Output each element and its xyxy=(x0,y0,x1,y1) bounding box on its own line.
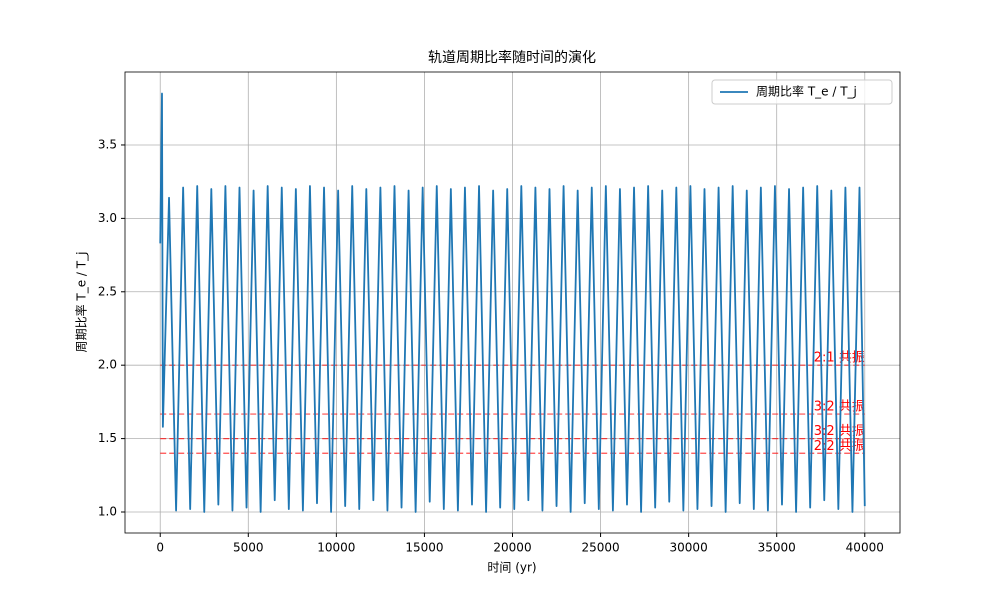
x-tick-label: 40000 xyxy=(846,541,884,555)
y-tick-label: 1.0 xyxy=(98,505,117,519)
resonance-label: 2:1 共振 xyxy=(814,351,865,366)
x-tick-label: 25000 xyxy=(581,541,619,555)
x-tick-label: 10000 xyxy=(317,541,355,555)
x-tick-label: 20000 xyxy=(493,541,531,555)
legend-box xyxy=(711,79,893,105)
x-tick-label: 30000 xyxy=(670,541,708,555)
series-line xyxy=(159,92,866,513)
x-tick-label: 35000 xyxy=(758,541,796,555)
x-tick-label: 0 xyxy=(156,541,164,555)
y-tick-label: 2.0 xyxy=(98,358,117,372)
y-tick-label: 3.5 xyxy=(98,137,117,151)
plot-frame xyxy=(124,71,901,534)
legend-label: 周期比率 T_e / T_j xyxy=(756,84,857,99)
chart-title: 轨道周期比率随时间的演化 xyxy=(428,49,596,66)
y-axis-label: 周期比率 T_e / T_j xyxy=(74,252,89,353)
y-tick-label: 1.5 xyxy=(98,431,117,445)
y-tick-label: 3.0 xyxy=(98,211,117,225)
y-tick-label: 2.5 xyxy=(98,284,117,298)
x-axis-label: 时间 (yr) xyxy=(487,561,536,575)
x-tick-label: 5000 xyxy=(233,541,264,555)
x-tick-label: 15000 xyxy=(405,541,443,555)
